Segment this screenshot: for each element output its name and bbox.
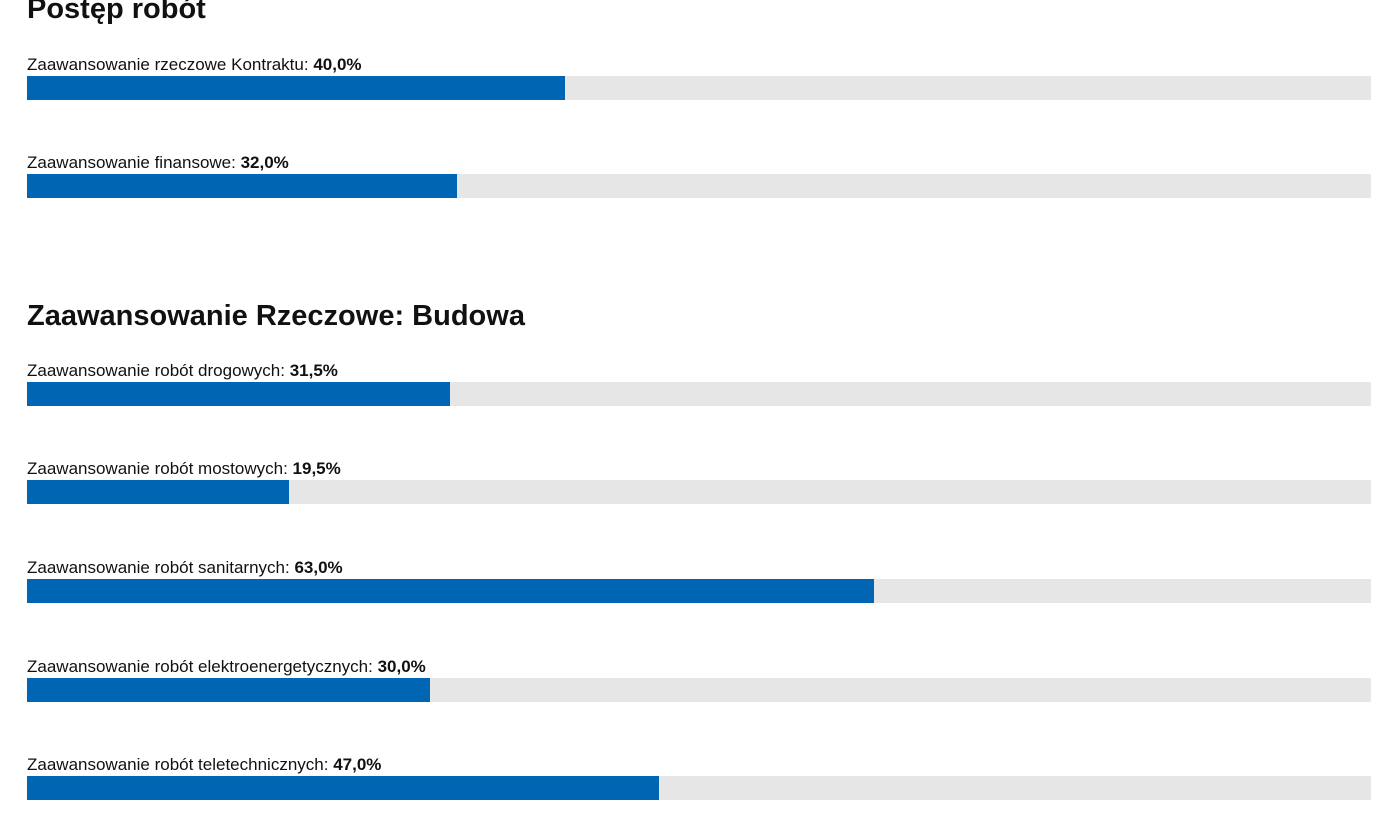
- progress-label: Zaawansowanie robót sanitarnych: 63,0%: [27, 558, 1371, 578]
- progress-value: 31,5%: [289, 361, 338, 380]
- progress-value: 47,0%: [333, 755, 382, 774]
- progress-fill: [27, 678, 431, 702]
- progress-track: [27, 480, 1371, 504]
- progress-label-text: Zaawansowanie robót sanitarnych:: [27, 558, 295, 577]
- progress-value: 19,5%: [292, 459, 341, 478]
- section-title-progress: Postęp robót: [27, 0, 206, 25]
- progress-item-road: Zaawansowanie robót drogowych: 31,5%: [27, 361, 1371, 406]
- progress-label-text: Zaawansowanie finansowe:: [27, 153, 241, 172]
- progress-fill: [27, 776, 659, 800]
- progress-item-financial: Zaawansowanie finansowe: 32,0%: [27, 153, 1371, 198]
- progress-label: Zaawansowanie finansowe: 32,0%: [27, 153, 1371, 173]
- progress-track: [27, 776, 1371, 800]
- progress-fill: [27, 174, 458, 198]
- progress-item-bridge: Zaawansowanie robót mostowych: 19,5%: [27, 459, 1371, 504]
- progress-value: 30,0%: [377, 657, 426, 676]
- progress-track: [27, 678, 1371, 702]
- progress-label-text: Zaawansowanie robót elektroenergetycznyc…: [27, 657, 378, 676]
- progress-label-text: Zaawansowanie rzeczowe Kontraktu:: [27, 55, 314, 74]
- progress-label: Zaawansowanie robót elektroenergetycznyc…: [27, 657, 1371, 677]
- progress-track: [27, 76, 1371, 100]
- progress-fill: [27, 579, 874, 603]
- progress-label-text: Zaawansowanie robót teletechnicznych:: [27, 755, 334, 774]
- progress-label-text: Zaawansowanie robót drogowych:: [27, 361, 290, 380]
- progress-item-contract: Zaawansowanie rzeczowe Kontraktu: 40,0%: [27, 55, 1371, 100]
- progress-label: Zaawansowanie rzeczowe Kontraktu: 40,0%: [27, 55, 1371, 75]
- progress-track: [27, 382, 1371, 406]
- section-title-build: Zaawansowanie Rzeczowe: Budowa: [27, 300, 525, 332]
- progress-track: [27, 174, 1371, 198]
- progress-label: Zaawansowanie robót teletechnicznych: 47…: [27, 755, 1371, 775]
- progress-fill: [27, 76, 565, 100]
- progress-item-sanitary: Zaawansowanie robót sanitarnych: 63,0%: [27, 558, 1371, 603]
- progress-label: Zaawansowanie robót mostowych: 19,5%: [27, 459, 1371, 479]
- progress-value: 40,0%: [313, 55, 362, 74]
- progress-track: [27, 579, 1371, 603]
- progress-value: 63,0%: [294, 558, 343, 577]
- progress-fill: [27, 382, 451, 406]
- progress-label-text: Zaawansowanie robót mostowych:: [27, 459, 293, 478]
- progress-item-electrical: Zaawansowanie robót elektroenergetycznyc…: [27, 657, 1371, 702]
- progress-label: Zaawansowanie robót drogowych: 31,5%: [27, 361, 1371, 381]
- progress-item-telecom: Zaawansowanie robót teletechnicznych: 47…: [27, 755, 1371, 800]
- progress-value: 32,0%: [240, 153, 289, 172]
- progress-fill: [27, 480, 290, 504]
